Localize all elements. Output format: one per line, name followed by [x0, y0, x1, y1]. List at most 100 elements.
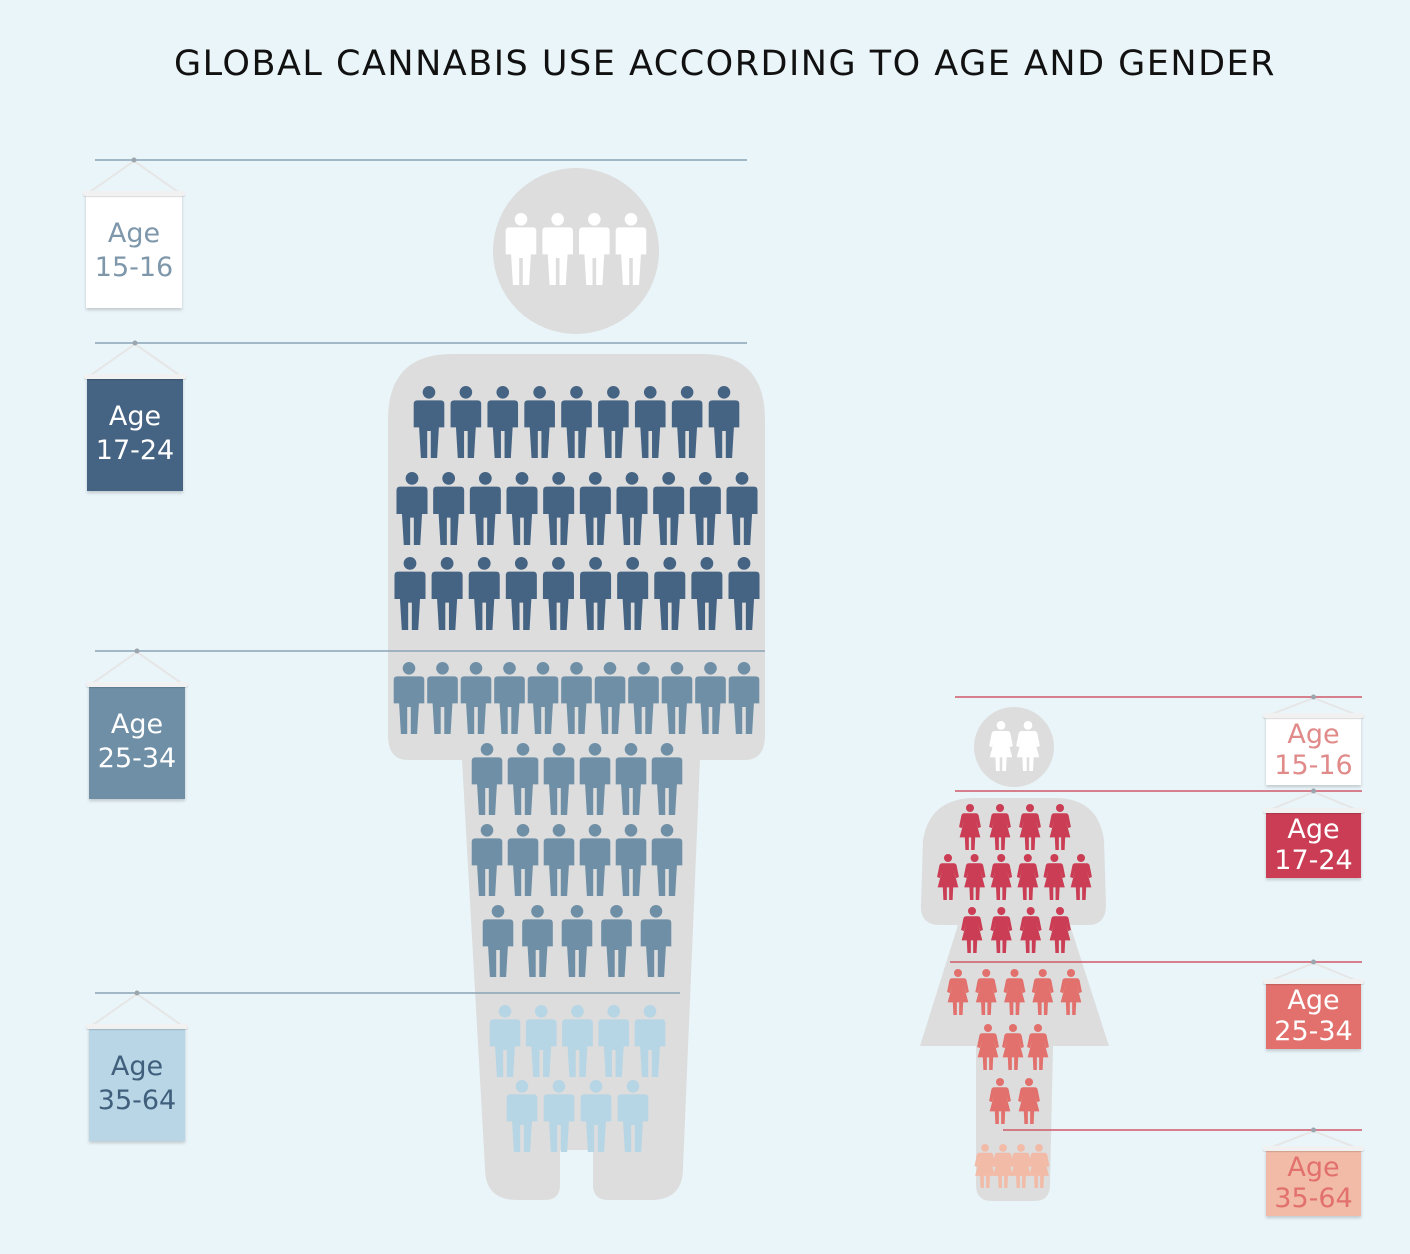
banner-age-range: 15-16: [94, 252, 174, 283]
banner-age-range: 17-24: [1274, 845, 1353, 876]
male-person-icon: [594, 662, 626, 734]
banner-hook: [1311, 959, 1316, 965]
female-person-icon: [1027, 1024, 1049, 1070]
female-person-icon: [1049, 907, 1071, 953]
banner-hanger: [1266, 791, 1361, 812]
male-person-icon: [525, 1005, 557, 1077]
male-person-icon: [543, 743, 575, 815]
male-person-icon: [487, 386, 519, 458]
banner-age-range: 35-64: [97, 1085, 177, 1116]
male-person-icon: [580, 557, 612, 630]
banner-hanger: [1266, 962, 1361, 983]
male-person-icon: [507, 824, 539, 896]
male-person-icon: [482, 905, 514, 977]
banner-hook: [134, 648, 140, 654]
male-person-icon: [671, 386, 703, 458]
male-person-icon: [561, 905, 593, 977]
male-person-icon: [489, 1005, 521, 1077]
male-person-icon: [505, 557, 537, 630]
male-age-15-16-banner: Age 15-16: [83, 191, 185, 308]
female-person-icon: [974, 1144, 996, 1188]
banner-hook: [1311, 694, 1316, 700]
male-person-icon: [640, 905, 672, 977]
banner-hanger: [86, 160, 182, 195]
female-age-lines: [950, 696, 1362, 1131]
male-person-icon: [617, 1080, 649, 1152]
male-person-icon: [726, 472, 758, 545]
male-person-icon: [651, 743, 683, 815]
banner-hook: [1311, 788, 1316, 794]
male-person-icon: [615, 213, 647, 285]
male-person-icon: [579, 213, 610, 285]
male-person-icon: [708, 386, 740, 458]
female-person-icon: [1010, 1144, 1032, 1188]
female-person-icon: [1016, 854, 1039, 900]
banner-hanger: [87, 343, 183, 378]
male-person-icon: [728, 662, 760, 734]
male-person-icon: [431, 557, 463, 630]
male-person-icon: [413, 386, 445, 458]
banner-age-range: 25-34: [97, 743, 177, 774]
male-person-icon: [471, 743, 503, 815]
female-person-icon: [1043, 854, 1066, 900]
male-person-icon: [617, 557, 649, 630]
female-person-icon: [977, 1024, 999, 1070]
banner-hook: [131, 157, 137, 163]
male-person-icon: [601, 905, 632, 977]
male-person-icon: [468, 557, 500, 630]
male-person-icon: [561, 662, 592, 734]
male-person-icon: [654, 557, 686, 630]
male-person-icon: [653, 472, 685, 545]
banner-age-word: Age: [110, 709, 164, 740]
page-title: GLOBAL CANNABIS USE ACCORDING TO AGE AND…: [174, 44, 1276, 84]
female-person-icon: [961, 907, 983, 953]
male-person-icon: [616, 472, 648, 545]
male-person-icon: [598, 386, 629, 458]
banner-age-range: 35-64: [1274, 1183, 1353, 1214]
female-person-icon: [1003, 969, 1026, 1015]
female-person-icon: [990, 907, 1013, 953]
male-person-icon: [579, 472, 611, 545]
female-person-icon: [1018, 1078, 1040, 1124]
female-person-icon: [990, 854, 1013, 900]
male-person-icon: [450, 386, 482, 458]
male-person-icon: [580, 1080, 612, 1152]
banner-age-range: 17-24: [95, 435, 175, 466]
female-age-35-64-banner: Age 35-64: [1263, 1146, 1364, 1216]
banner-age-word: Age: [1287, 985, 1340, 1016]
male-person-icon: [561, 386, 592, 458]
female-person-icon: [1060, 969, 1082, 1015]
female-person-icon: [1049, 804, 1071, 850]
banner-age-word: Age: [110, 1051, 164, 1082]
male-person-icon: [507, 743, 539, 815]
banner-hook: [132, 340, 138, 346]
banner-hook: [1311, 1127, 1316, 1133]
female-age-17-24-banner: Age 17-24: [1263, 808, 1364, 878]
male-icons: [393, 213, 760, 1152]
male-person-icon: [651, 824, 683, 896]
female-person-icon: [963, 854, 986, 900]
male-person-icon: [615, 743, 647, 815]
banner-hook: [134, 990, 140, 996]
banner-hanger: [89, 993, 185, 1028]
male-person-icon: [615, 824, 647, 896]
female-person-icon: [1019, 804, 1041, 850]
male-person-icon: [691, 557, 723, 630]
male-person-icon: [728, 557, 760, 630]
male-person-icon: [579, 743, 611, 815]
male-person-icon: [471, 824, 503, 896]
male-person-icon: [396, 472, 428, 545]
female-person-icon: [975, 969, 998, 1015]
male-person-icon: [494, 662, 525, 734]
male-person-icon: [634, 1005, 666, 1077]
female-person-icon: [992, 1144, 1014, 1188]
male-person-icon: [506, 1080, 538, 1152]
male-person-icon: [562, 1005, 593, 1077]
female-person-icon: [1016, 721, 1040, 771]
male-person-icon: [598, 1005, 630, 1077]
male-age-35-64-banner: Age 35-64: [86, 1024, 188, 1141]
male-person-icon: [661, 662, 693, 734]
female-person-icon: [989, 721, 1013, 771]
banner-age-word: Age: [108, 401, 162, 432]
